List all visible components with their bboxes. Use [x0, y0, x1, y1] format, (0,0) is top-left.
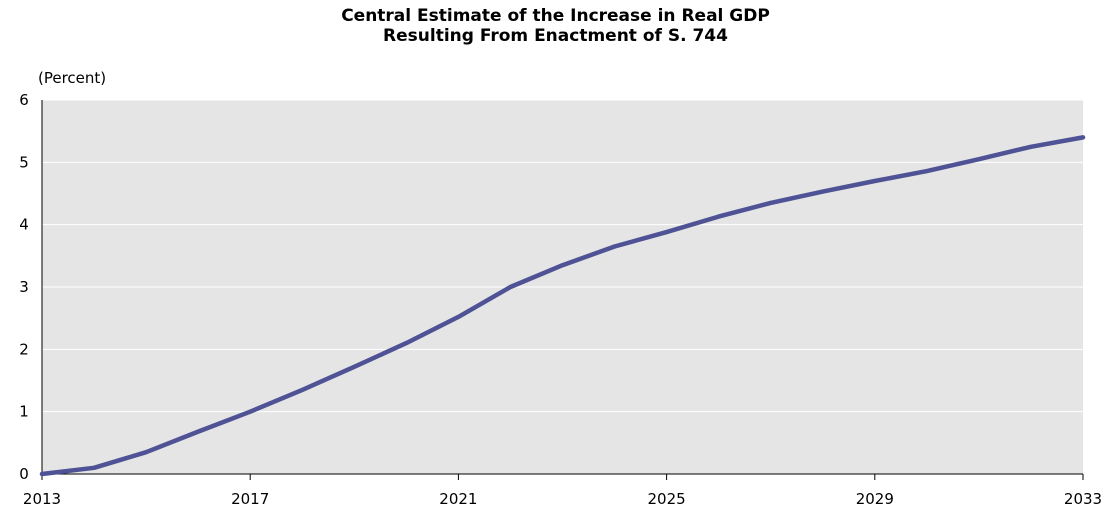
x-tick-label: 2013 [23, 490, 61, 508]
x-tick-label: 2017 [231, 490, 269, 508]
chart-title: Central Estimate of the Increase in Real… [0, 6, 1111, 46]
x-tick-label: 2025 [648, 490, 686, 508]
x-tick-labels: 2013 2017 2021 2025 2029 2033 [23, 490, 1102, 508]
x-tick-label: 2033 [1064, 490, 1102, 508]
y-tick-label: 0 [19, 465, 29, 483]
y-tick-label: 1 [19, 403, 29, 421]
y-tick-labels: 0 1 2 3 4 5 6 [19, 91, 29, 483]
data-point [768, 200, 773, 205]
data-point [352, 364, 357, 369]
chart-title-line-2: Resulting From Enactment of S. 744 [383, 26, 728, 46]
data-point [924, 169, 929, 174]
data-point [612, 244, 617, 249]
data-point [1081, 135, 1085, 140]
data-point [92, 465, 97, 470]
data-point [300, 387, 305, 392]
y-tick-label: 5 [19, 153, 29, 171]
data-point [664, 230, 669, 235]
data-point [248, 409, 253, 414]
data-point [820, 189, 825, 194]
data-point [404, 341, 409, 346]
series [39, 135, 1086, 477]
data-point [196, 429, 201, 434]
y-tick-label: 2 [19, 340, 29, 358]
axes [41, 100, 1084, 480]
data-point [508, 285, 513, 289]
data-point [872, 179, 877, 184]
data-point [40, 472, 44, 476]
x-tick-label: 2029 [856, 490, 894, 508]
data-point [976, 157, 981, 162]
data-point [560, 263, 565, 268]
gridlines [42, 99, 1083, 413]
x-tick-label: 2021 [439, 490, 477, 508]
chart-title-line-1: Central Estimate of the Increase in Real… [341, 6, 770, 26]
y-tick-label: 3 [19, 278, 29, 296]
y-tick-label: 4 [19, 216, 29, 234]
data-point [456, 314, 461, 319]
data-point [144, 450, 149, 455]
y-unit-label: (Percent) [38, 69, 106, 87]
data-point [1028, 144, 1033, 149]
y-tick-label: 6 [19, 91, 29, 109]
data-point [716, 214, 721, 219]
